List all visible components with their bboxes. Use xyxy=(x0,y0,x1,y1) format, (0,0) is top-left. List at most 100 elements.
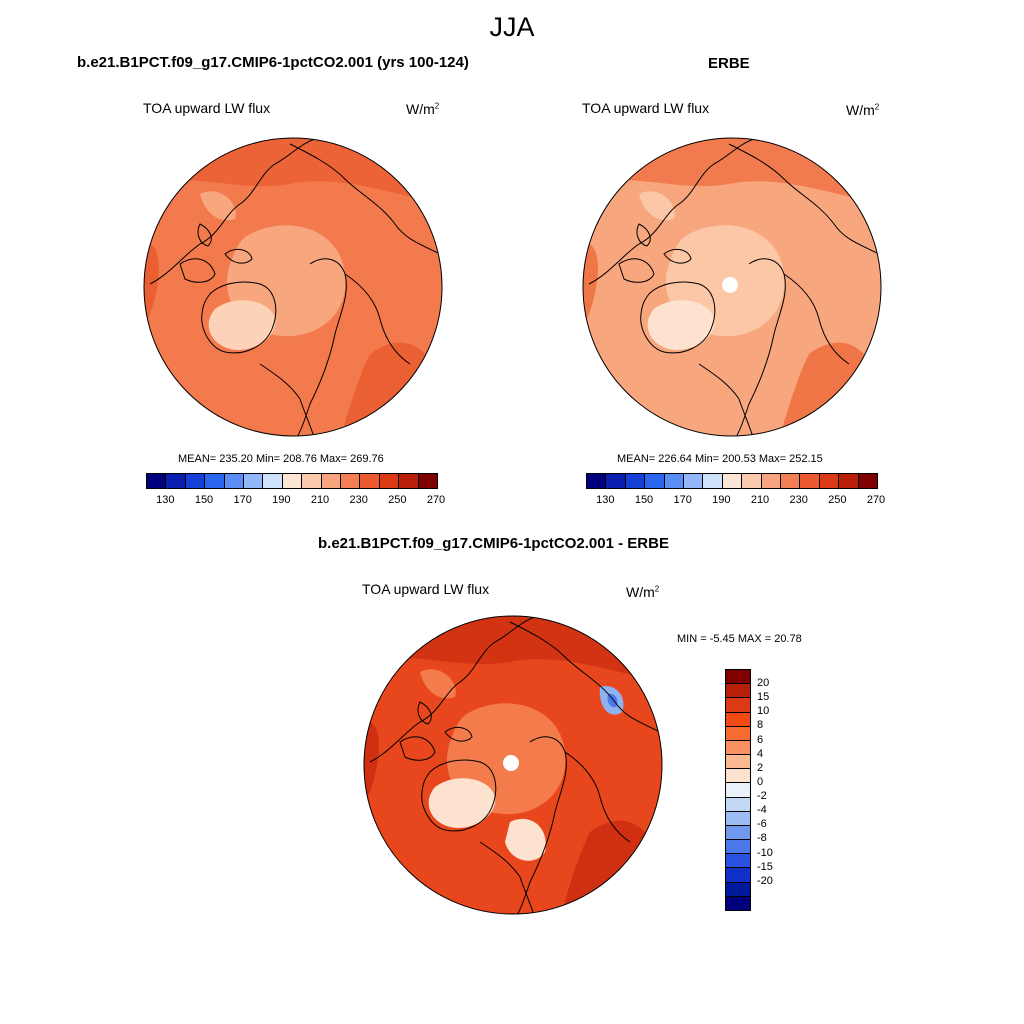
colorbar-swatch xyxy=(726,783,750,798)
colorbar-swatch xyxy=(839,474,859,488)
colorbar-swatch xyxy=(684,474,704,488)
colorbar-swatch xyxy=(205,474,225,488)
colorbar-tick-label: 190 xyxy=(712,494,731,506)
panel-3-units: W/m2 xyxy=(626,584,660,600)
colorbar-swatch xyxy=(224,474,245,488)
colorbar-tick-label: 210 xyxy=(310,494,330,506)
colorbar-swatch xyxy=(726,825,750,841)
colorbar-tick-label: 270 xyxy=(866,494,886,506)
panel-3-colorbar xyxy=(725,669,751,911)
colorbar-swatch xyxy=(761,474,782,488)
coastline xyxy=(369,616,536,763)
colorbar-tick-label: 250 xyxy=(388,494,407,506)
colorbar-tick-label: 4 xyxy=(757,747,764,760)
map-boundary xyxy=(582,137,882,437)
colorbar-tick-label: -10 xyxy=(757,846,773,859)
colorbar-swatch xyxy=(302,474,322,488)
colorbar-swatch xyxy=(645,474,665,488)
colorbar-swatch xyxy=(819,474,840,488)
field-inner-west xyxy=(639,191,675,221)
coastline xyxy=(588,138,755,285)
coastline xyxy=(201,281,277,354)
coastline xyxy=(149,138,316,285)
colorbar-swatch xyxy=(244,474,264,488)
map-boundary xyxy=(363,615,663,915)
field-inner-west xyxy=(420,669,456,699)
coastline xyxy=(728,143,880,255)
colorbar-swatch xyxy=(726,670,750,685)
colorbar-tick-label: 190 xyxy=(272,494,291,506)
colorbar-swatch xyxy=(726,854,750,869)
colorbar-swatch xyxy=(726,698,750,713)
field-low-greenland xyxy=(428,778,496,828)
colorbar-tick-label: -6 xyxy=(757,818,767,831)
missing-data-pole xyxy=(722,277,738,293)
colorbar-tick-label: 20 xyxy=(757,677,770,690)
panel-2-title: ERBE xyxy=(708,55,750,72)
colorbar-tick-label: 130 xyxy=(156,494,175,506)
coastlines xyxy=(369,616,661,914)
colorbar-swatch xyxy=(726,811,750,826)
colorbar-swatch xyxy=(185,474,206,488)
colorbar-swatch xyxy=(781,474,801,488)
colorbar-tick-label: 8 xyxy=(757,719,764,732)
coastline xyxy=(640,281,716,354)
colorbar-tick-label: 10 xyxy=(757,705,770,718)
coastline xyxy=(259,363,316,436)
missing-data-pole xyxy=(503,755,519,771)
panel-1-variable: TOA upward LW flux xyxy=(143,100,271,116)
colorbar-tick-label: 170 xyxy=(673,494,692,506)
coastline xyxy=(479,841,536,914)
coastline xyxy=(663,248,692,264)
colorbar-swatch xyxy=(418,474,438,488)
field-low-siberia xyxy=(505,818,546,861)
colorbar-swatch xyxy=(379,474,400,488)
colorbar-swatch xyxy=(263,474,283,488)
panel-2-stats: MEAN= 226.64 Min= 200.53 Max= 252.15 xyxy=(617,453,823,465)
colorbar-swatch xyxy=(282,474,303,488)
colorbar-swatch xyxy=(726,755,750,770)
colorbar-tick-label: 250 xyxy=(828,494,847,506)
colorbar-swatch xyxy=(726,868,750,883)
colorbar-swatch xyxy=(703,474,723,488)
panel-1-stats: MEAN= 235.20 Min= 208.76 Max= 269.76 xyxy=(178,453,384,465)
coastlines xyxy=(149,138,441,436)
coastline xyxy=(421,759,497,832)
panel-1-title: b.e21.B1PCT.f09_g17.CMIP6-1pctCO2.001 (y… xyxy=(77,54,469,71)
colorbar-swatch xyxy=(726,896,750,910)
colorbar-swatch xyxy=(147,474,167,488)
coastline xyxy=(618,258,655,283)
colorbar-swatch xyxy=(625,474,646,488)
colorbar-tick-label: -2 xyxy=(757,790,767,803)
colorbar-swatch xyxy=(726,684,750,699)
colorbar-tick-label: 2 xyxy=(757,761,764,774)
coastline xyxy=(344,273,411,365)
colorbar-swatch xyxy=(321,474,342,488)
panel-1-colorbar xyxy=(146,473,438,489)
field-low-greenland xyxy=(647,300,715,350)
colorbar-swatch xyxy=(664,474,685,488)
colorbar-tick-label: 230 xyxy=(789,494,808,506)
colorbar-tick-label: 210 xyxy=(750,494,770,506)
colorbar-swatch xyxy=(399,474,419,488)
colorbar-swatch xyxy=(726,797,750,812)
colorbar-tick-label: -8 xyxy=(757,832,767,845)
panel-3-title: b.e21.B1PCT.f09_g17.CMIP6-1pctCO2.001 - … xyxy=(318,535,669,552)
colorbar-tick-label: -20 xyxy=(757,874,773,887)
panel-1-units: W/m2 xyxy=(406,101,440,117)
colorbar-swatch xyxy=(858,474,878,488)
colorbar-tick-label: -15 xyxy=(757,860,773,873)
map-boundary xyxy=(143,137,443,437)
colorbar-swatch xyxy=(341,474,361,488)
colorbar-tick-label: 15 xyxy=(757,691,770,704)
coastline xyxy=(224,248,253,264)
coastline xyxy=(417,701,432,725)
colorbar-swatch xyxy=(726,840,750,855)
colorbar-swatch xyxy=(722,474,743,488)
coastline xyxy=(444,726,473,742)
colorbar-tick-label: 270 xyxy=(426,494,446,506)
coastline xyxy=(564,751,631,843)
colorbar-swatch xyxy=(166,474,186,488)
panel-2-polar-map xyxy=(582,137,882,437)
colorbar-tick-label: 150 xyxy=(634,494,654,506)
